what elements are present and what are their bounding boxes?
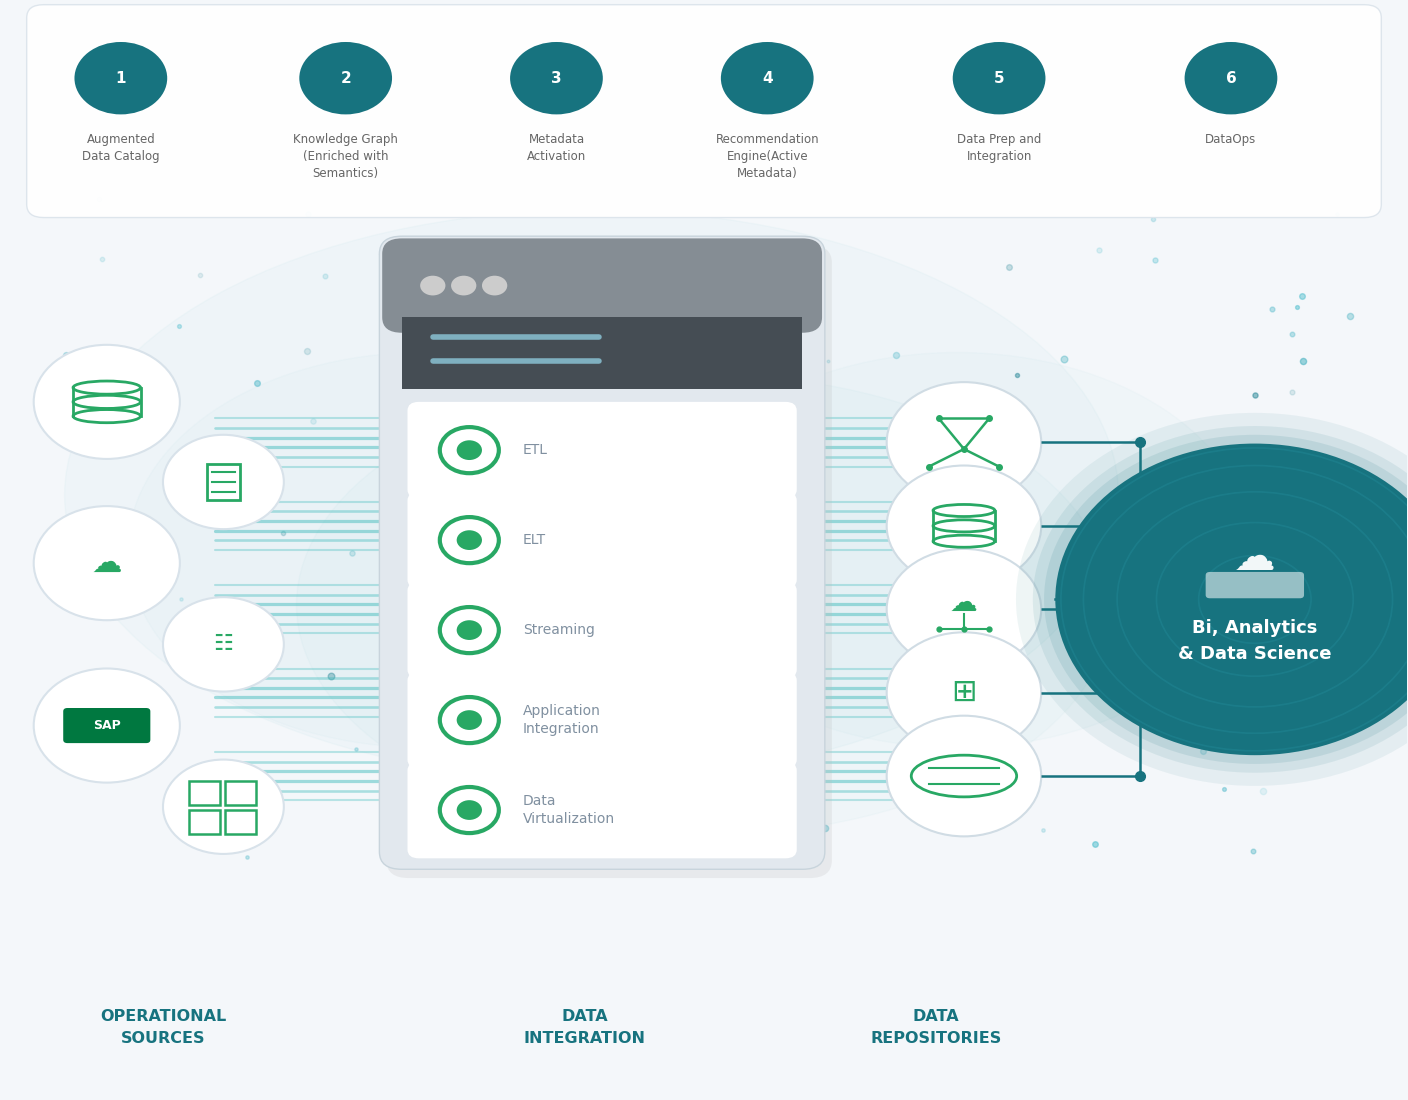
Text: ☁: ☁ (92, 549, 122, 578)
FancyBboxPatch shape (401, 318, 803, 388)
FancyBboxPatch shape (1205, 572, 1304, 598)
Text: Application
Integration: Application Integration (522, 704, 601, 736)
Text: Knowledge Graph
(Enriched with
Semantics): Knowledge Graph (Enriched with Semantics… (293, 133, 398, 180)
Text: 6: 6 (1225, 70, 1236, 86)
Circle shape (456, 620, 482, 640)
Text: 3: 3 (551, 70, 562, 86)
Text: Augmented
Data Catalog: Augmented Data Catalog (82, 133, 159, 163)
FancyBboxPatch shape (379, 236, 825, 869)
Circle shape (456, 440, 482, 460)
Circle shape (439, 607, 498, 653)
Circle shape (510, 42, 603, 114)
Circle shape (1045, 434, 1408, 764)
FancyBboxPatch shape (63, 708, 151, 744)
FancyBboxPatch shape (27, 4, 1381, 218)
Text: Data
Virtualization: Data Virtualization (522, 794, 615, 826)
Text: 1: 1 (115, 70, 127, 86)
Circle shape (1184, 42, 1277, 114)
Ellipse shape (65, 210, 1118, 780)
Circle shape (439, 427, 498, 473)
Text: ETL: ETL (522, 443, 548, 458)
Ellipse shape (128, 352, 718, 748)
Text: Streaming: Streaming (522, 623, 594, 637)
Text: Bi, Analytics
& Data Science: Bi, Analytics & Data Science (1178, 619, 1332, 663)
FancyBboxPatch shape (407, 672, 797, 768)
Text: DATA
INTEGRATION: DATA INTEGRATION (524, 1009, 645, 1046)
Text: 5: 5 (994, 70, 1004, 86)
Circle shape (456, 711, 482, 730)
FancyBboxPatch shape (407, 402, 797, 498)
Text: DATA
REPOSITORIES: DATA REPOSITORIES (870, 1009, 1001, 1046)
Text: ☁: ☁ (950, 588, 977, 617)
FancyBboxPatch shape (407, 582, 797, 679)
Circle shape (887, 632, 1042, 754)
Text: OPERATIONAL
SOURCES: OPERATIONAL SOURCES (100, 1009, 227, 1046)
Circle shape (75, 42, 168, 114)
Circle shape (1056, 443, 1408, 756)
Circle shape (439, 517, 498, 563)
Circle shape (34, 669, 180, 782)
Circle shape (887, 716, 1042, 836)
Text: Data Prep and
Integration: Data Prep and Integration (957, 133, 1042, 163)
FancyBboxPatch shape (382, 239, 822, 333)
Text: ELT: ELT (522, 534, 546, 547)
Circle shape (451, 276, 476, 296)
Text: DataOps: DataOps (1205, 133, 1256, 146)
Circle shape (163, 597, 284, 692)
Text: 2: 2 (341, 70, 351, 86)
Ellipse shape (297, 374, 1111, 835)
FancyBboxPatch shape (386, 245, 832, 878)
Circle shape (163, 434, 284, 529)
Circle shape (439, 786, 498, 833)
Circle shape (887, 382, 1042, 503)
Circle shape (721, 42, 814, 114)
Text: Recommendation
Engine(Active
Metadata): Recommendation Engine(Active Metadata) (715, 133, 819, 180)
Circle shape (439, 697, 498, 744)
Text: SAP: SAP (93, 719, 121, 733)
Circle shape (300, 42, 391, 114)
Text: ☁: ☁ (1233, 537, 1276, 579)
Circle shape (420, 276, 445, 296)
FancyBboxPatch shape (407, 762, 797, 858)
Circle shape (482, 276, 507, 296)
Circle shape (887, 465, 1042, 586)
Circle shape (34, 506, 180, 620)
Circle shape (1033, 426, 1408, 772)
Circle shape (887, 549, 1042, 670)
Circle shape (953, 42, 1046, 114)
Ellipse shape (662, 352, 1252, 748)
Text: ☷: ☷ (214, 635, 234, 654)
Text: 4: 4 (762, 70, 773, 86)
Circle shape (163, 760, 284, 854)
Circle shape (34, 344, 180, 459)
Circle shape (1017, 412, 1408, 785)
Circle shape (456, 530, 482, 550)
FancyBboxPatch shape (407, 492, 797, 588)
Circle shape (456, 800, 482, 820)
Text: Metadata
Activation: Metadata Activation (527, 133, 586, 163)
Text: ⊞: ⊞ (952, 678, 977, 707)
